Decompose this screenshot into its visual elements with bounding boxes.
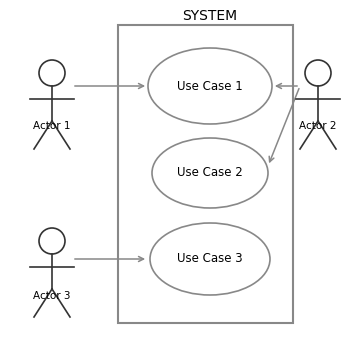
Text: Actor 2: Actor 2 [299,121,337,131]
Text: Use Case 2: Use Case 2 [177,166,243,179]
Circle shape [305,60,331,86]
Circle shape [39,60,65,86]
Ellipse shape [150,223,270,295]
Text: Use Case 1: Use Case 1 [177,79,243,92]
Text: Actor 1: Actor 1 [33,121,71,131]
Text: Actor 3: Actor 3 [33,291,71,301]
Ellipse shape [148,48,272,124]
Ellipse shape [152,138,268,208]
Bar [118,25,293,323]
Text: SYSTEM: SYSTEM [182,9,237,23]
Circle shape [39,228,65,254]
Text: Use Case 3: Use Case 3 [177,252,243,266]
